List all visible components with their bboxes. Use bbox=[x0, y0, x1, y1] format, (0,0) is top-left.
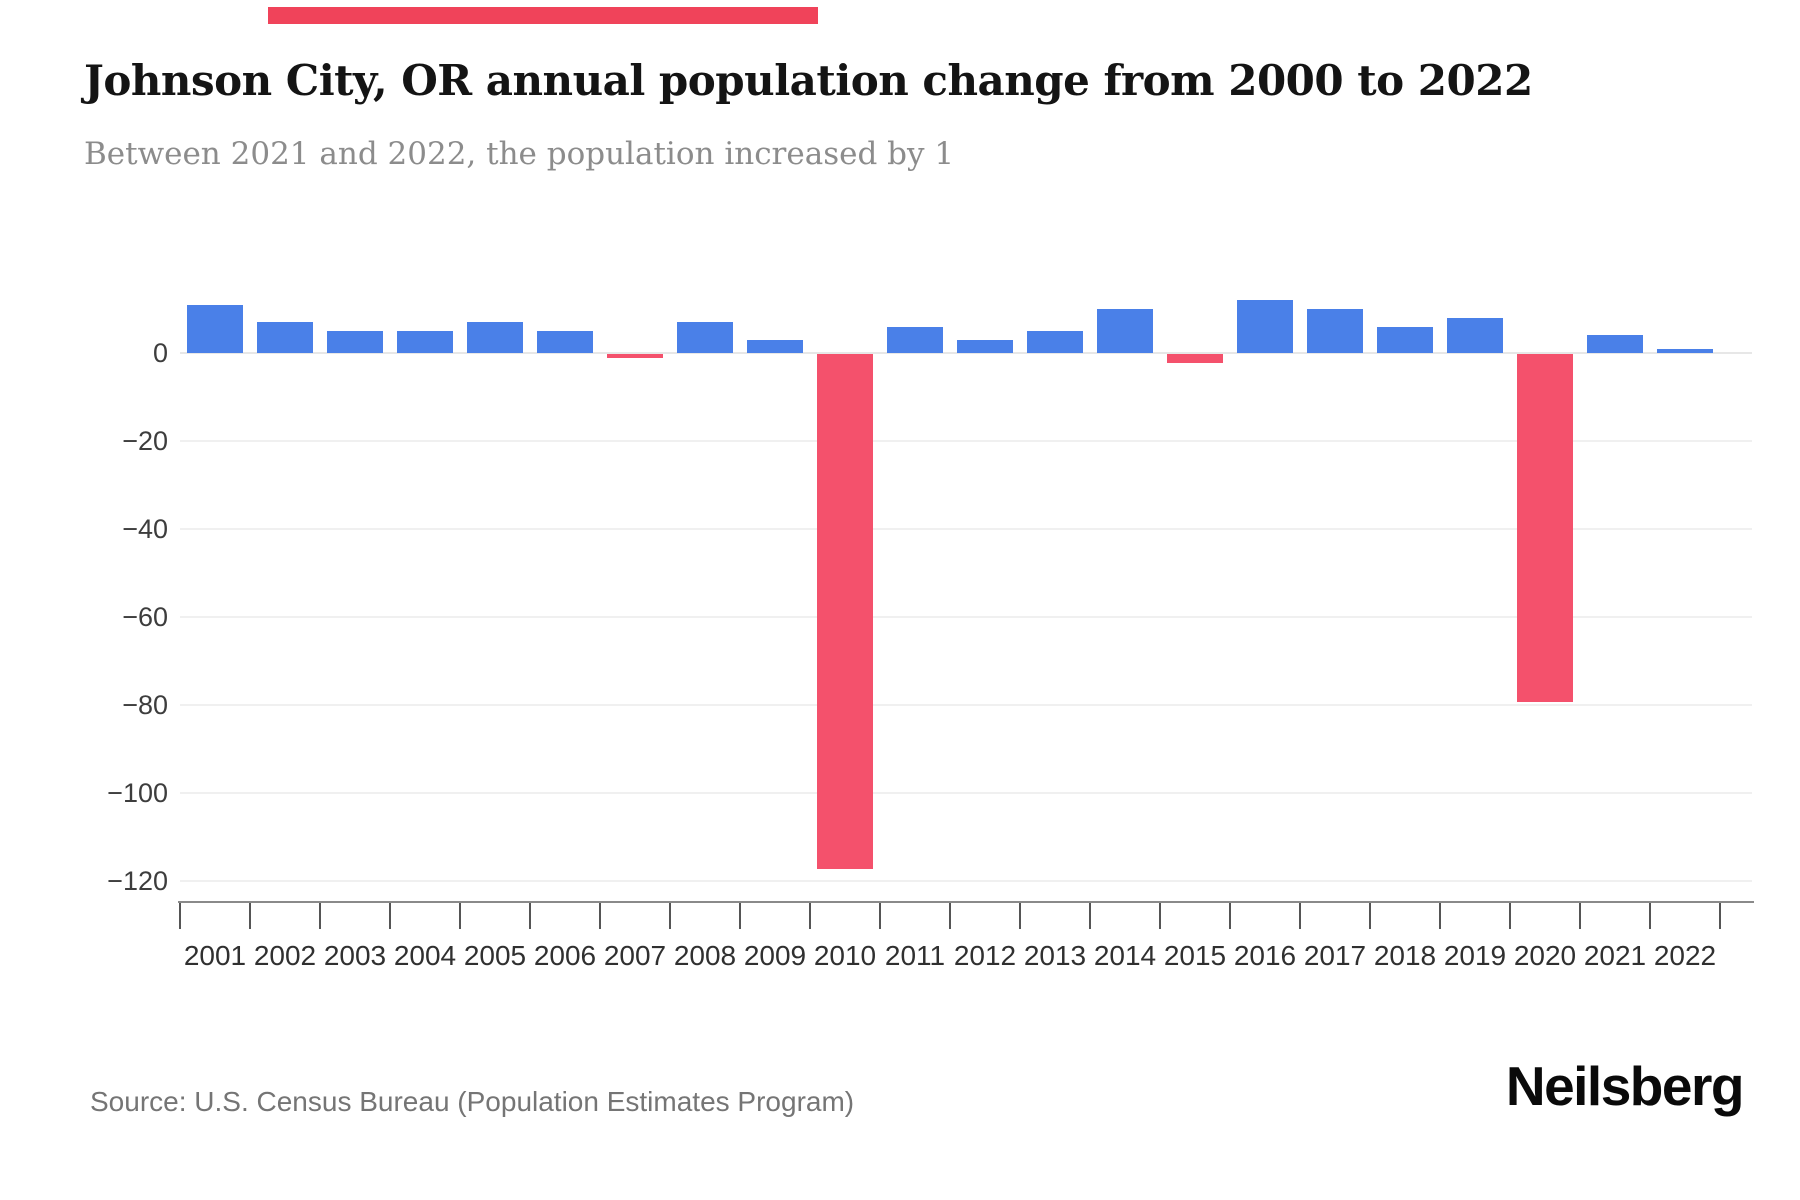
x-tick-label: 2003 bbox=[323, 940, 387, 971]
x-axis-tick bbox=[599, 903, 601, 929]
x-axis-tick bbox=[1649, 903, 1651, 929]
chart-title: Johnson City, OR annual population chang… bbox=[84, 56, 1533, 105]
bar-2016[interactable] bbox=[1237, 300, 1293, 353]
x-tick-label: 2013 bbox=[1023, 940, 1087, 971]
y-tick-label: −80 bbox=[122, 690, 168, 720]
x-axis-tick bbox=[1229, 903, 1231, 929]
bar-2015[interactable] bbox=[1167, 354, 1223, 363]
bar-2006[interactable] bbox=[537, 331, 593, 353]
y-tick-label: −60 bbox=[122, 602, 168, 632]
source-note: Source: U.S. Census Bureau (Population E… bbox=[90, 1086, 855, 1117]
x-tick-label: 2005 bbox=[463, 940, 527, 971]
y-tick-label: −100 bbox=[107, 778, 168, 808]
x-tick-label: 2012 bbox=[953, 940, 1017, 971]
x-tick-label: 2007 bbox=[603, 940, 667, 971]
bar-2018[interactable] bbox=[1377, 326, 1433, 353]
x-tick-label: 2014 bbox=[1093, 940, 1157, 971]
x-tick-label: 2019 bbox=[1443, 940, 1507, 971]
bar-2011[interactable] bbox=[887, 326, 943, 353]
x-axis-tick bbox=[389, 903, 391, 929]
bar-2010[interactable] bbox=[817, 354, 873, 869]
neilsberg-logo: Neilsberg bbox=[1505, 1055, 1745, 1117]
bar-2002[interactable] bbox=[257, 322, 313, 353]
x-axis-tick bbox=[1719, 903, 1721, 929]
x-tick-label: 2006 bbox=[533, 940, 597, 971]
x-axis-tick bbox=[1509, 903, 1511, 929]
y-gridline bbox=[180, 352, 1752, 354]
bar-2017[interactable] bbox=[1307, 309, 1363, 353]
x-axis-tick bbox=[1439, 903, 1441, 929]
bar-2014[interactable] bbox=[1097, 309, 1153, 353]
chart-subtitle: Between 2021 and 2022, the population in… bbox=[84, 136, 955, 172]
bar-2005[interactable] bbox=[467, 322, 523, 353]
x-axis-tick bbox=[1019, 903, 1021, 929]
bar-2021[interactable] bbox=[1587, 335, 1643, 353]
x-axis-tick bbox=[1299, 903, 1301, 929]
red-banner-strip bbox=[268, 7, 818, 24]
x-axis-tick bbox=[179, 903, 181, 929]
x-tick-label: 2022 bbox=[1653, 940, 1717, 971]
x-tick-label: 2001 bbox=[183, 940, 247, 971]
x-axis-tick bbox=[319, 903, 321, 929]
bar-2019[interactable] bbox=[1447, 317, 1503, 353]
x-tick-label: 2016 bbox=[1233, 940, 1297, 971]
x-tick-label: 2017 bbox=[1303, 940, 1367, 971]
y-gridline bbox=[180, 792, 1752, 794]
x-tick-label: 2011 bbox=[884, 940, 946, 971]
y-tick-label: −20 bbox=[122, 426, 168, 456]
y-gridline bbox=[180, 880, 1752, 882]
y-gridline bbox=[180, 704, 1752, 706]
bar-2007[interactable] bbox=[607, 354, 663, 359]
x-tick-label: 2008 bbox=[673, 940, 737, 971]
x-axis-tick bbox=[809, 903, 811, 929]
bar-2012[interactable] bbox=[957, 339, 1013, 353]
x-axis-tick bbox=[249, 903, 251, 929]
x-axis-tick bbox=[669, 903, 671, 929]
bar-2013[interactable] bbox=[1027, 331, 1083, 353]
x-tick-label: 2004 bbox=[393, 940, 457, 971]
y-tick-label: −40 bbox=[122, 514, 168, 544]
x-tick-label: 2002 bbox=[253, 940, 317, 971]
x-axis-tick bbox=[879, 903, 881, 929]
y-gridline bbox=[180, 440, 1752, 442]
x-axis-tick bbox=[739, 903, 741, 929]
x-tick-label: 2020 bbox=[1513, 940, 1577, 971]
y-gridline bbox=[180, 616, 1752, 618]
x-tick-label: 2018 bbox=[1373, 940, 1437, 971]
x-tick-label: 2015 bbox=[1163, 940, 1227, 971]
x-tick-label: 2010 bbox=[813, 940, 877, 971]
y-gridline bbox=[180, 528, 1752, 530]
bar-2020[interactable] bbox=[1517, 354, 1573, 702]
x-axis-tick bbox=[1089, 903, 1091, 929]
bar-2003[interactable] bbox=[327, 331, 383, 353]
bar-2022[interactable] bbox=[1657, 348, 1713, 353]
x-axis-tick bbox=[1369, 903, 1371, 929]
x-tick-label: 2009 bbox=[743, 940, 807, 971]
y-tick-label: −120 bbox=[107, 866, 168, 896]
x-axis-tick bbox=[1159, 903, 1161, 929]
x-axis-tick bbox=[459, 903, 461, 929]
x-tick-label: 2021 bbox=[1583, 940, 1647, 971]
bar-2004[interactable] bbox=[397, 331, 453, 353]
bar-2009[interactable] bbox=[747, 339, 803, 353]
x-axis-line bbox=[178, 901, 1754, 903]
x-axis-tick bbox=[529, 903, 531, 929]
x-axis-tick bbox=[949, 903, 951, 929]
bar-2001[interactable] bbox=[187, 304, 243, 353]
x-axis-tick bbox=[1579, 903, 1581, 929]
bar-2008[interactable] bbox=[677, 322, 733, 353]
y-tick-label: 0 bbox=[152, 338, 168, 368]
